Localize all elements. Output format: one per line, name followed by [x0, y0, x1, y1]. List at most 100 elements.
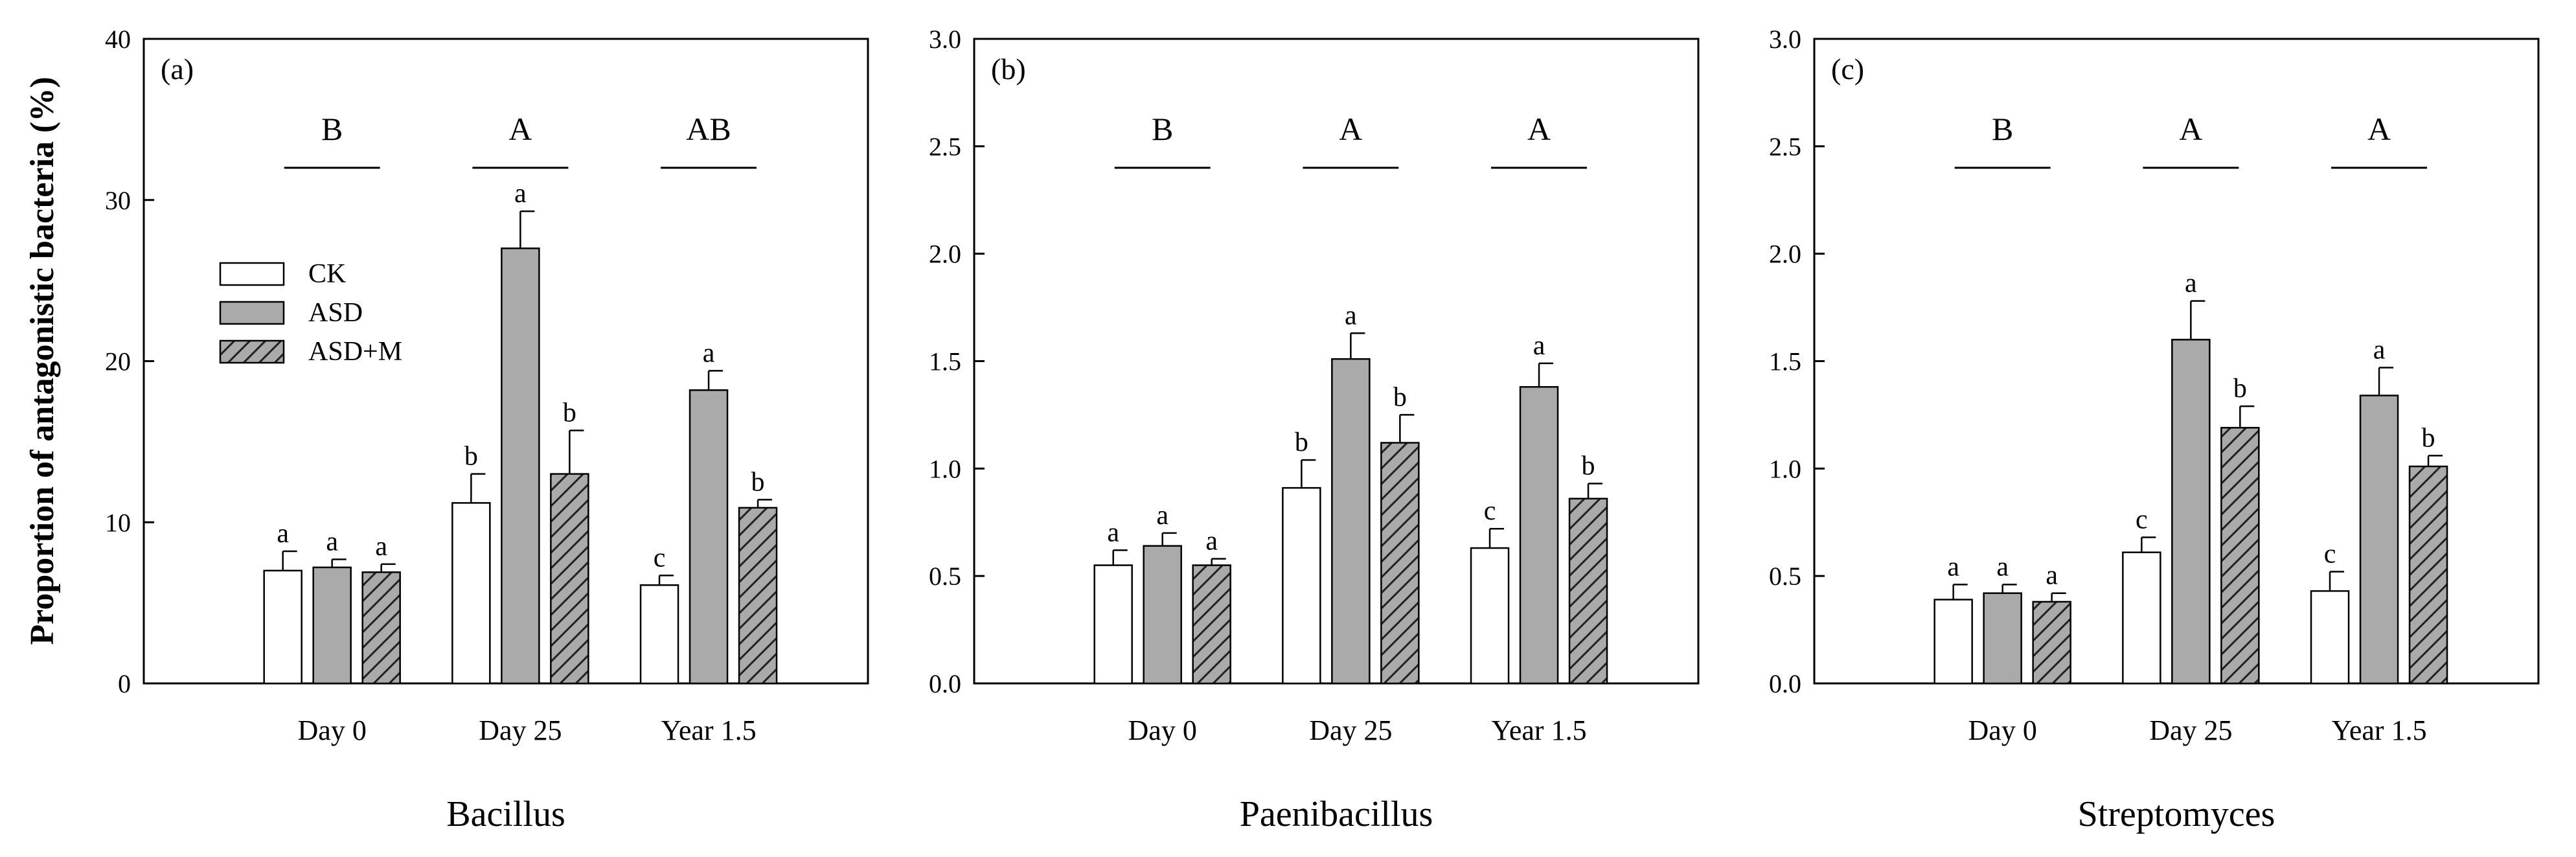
y-tick-label: 0.5: [1769, 562, 1801, 591]
group-letter: A: [2367, 111, 2391, 147]
x-tick-label: Year 1.5: [661, 714, 756, 746]
y-tick-label: 30: [105, 186, 131, 215]
significance-letter: a: [1205, 527, 1218, 556]
x-tick-label: Year 1.5: [2331, 714, 2426, 746]
panel-title: Paenibacillus: [1240, 794, 1433, 834]
significance-letter: a: [1107, 518, 1119, 547]
bar-ck: [1470, 547, 1510, 685]
panel-title: Streptomyces: [2078, 794, 2275, 834]
significance-letter: a: [1156, 501, 1168, 531]
significance-letter: b: [1295, 428, 1308, 457]
y-tick-label: 0.0: [929, 669, 961, 698]
significance-letter: a: [326, 527, 338, 556]
bar-asd: [1519, 386, 1559, 685]
bar-asd: [2359, 394, 2399, 685]
legend-swatch: [219, 262, 285, 286]
legend-label: CK: [308, 259, 346, 289]
bar-ck: [2122, 551, 2161, 685]
bar-ck: [263, 569, 302, 685]
x-tick-label: Day 25: [1309, 714, 1392, 746]
x-tick-label: Day 25: [479, 714, 562, 746]
y-tick-label: 40: [105, 25, 131, 54]
y-tick-label: 1.0: [1769, 454, 1801, 483]
group-letter: AB: [686, 111, 731, 147]
group-letter: A: [508, 111, 532, 147]
significance-letter: b: [2422, 423, 2435, 453]
x-tick-label: Day 0: [1968, 714, 2037, 746]
significance-letter: a: [514, 179, 527, 209]
panel-label: (a): [161, 52, 194, 86]
significance-letter: a: [277, 519, 289, 549]
bar-asd: [1983, 592, 2022, 685]
y-tick-label: 2.0: [1769, 240, 1801, 269]
bar-ck: [451, 502, 491, 685]
bar-asd-m: [550, 473, 589, 685]
group-letter: A: [2179, 111, 2202, 147]
y-tick-label: 3.0: [929, 25, 961, 54]
bar-asd-m: [1380, 442, 1420, 685]
significance-letter: c: [1484, 496, 1496, 526]
significance-letter: a: [1996, 552, 2009, 582]
bar-asd: [2171, 339, 2211, 685]
group-letter: B: [321, 111, 343, 147]
significance-letter: a: [703, 338, 715, 368]
y-tick-label: 1.5: [1769, 347, 1801, 376]
y-tick-label: 0: [118, 669, 131, 698]
panel-title: Bacillus: [446, 794, 565, 834]
x-tick-label: Day 25: [2149, 714, 2232, 746]
legend-label: ASD: [308, 298, 363, 328]
y-tick-label: 2.0: [929, 240, 961, 269]
y-tick-label: 2.5: [929, 132, 961, 161]
significance-letter: b: [2233, 374, 2247, 404]
bar-asd: [1331, 358, 1371, 685]
legend-swatch: [219, 301, 285, 325]
bar-ck: [639, 584, 679, 685]
significance-letter: a: [2185, 269, 2197, 299]
group-letter: B: [1992, 111, 2013, 147]
panel-label: (c): [1831, 52, 1864, 86]
bar-ck: [2310, 590, 2350, 685]
y-tick-label: 0.5: [929, 562, 961, 591]
x-tick-label: Day 0: [298, 714, 367, 746]
significance-letter: b: [1582, 451, 1595, 481]
bar-asd: [312, 566, 352, 685]
bar-ck: [1933, 599, 1973, 685]
x-tick-label: Year 1.5: [1491, 714, 1586, 746]
y-tick-label: 1.5: [929, 347, 961, 376]
significance-letter: c: [2136, 505, 2148, 534]
significance-letter: a: [1345, 301, 1357, 330]
bar-asd: [501, 247, 540, 685]
bar-asd-m: [2032, 600, 2071, 685]
significance-letter: b: [464, 442, 478, 472]
bar-asd: [1143, 545, 1182, 685]
significance-letter: c: [654, 543, 666, 573]
bar-ck: [1282, 486, 1321, 685]
significance-letter: b: [751, 467, 765, 497]
group-letter: B: [1152, 111, 1173, 147]
bar-asd-m: [361, 571, 401, 685]
y-tick-label: 3.0: [1769, 25, 1801, 54]
significance-letter: a: [1947, 552, 1959, 582]
significance-letter: a: [2373, 335, 2386, 365]
bar-asd-m: [738, 507, 778, 685]
significance-letter: a: [2046, 561, 2058, 591]
bar-asd-m: [1192, 564, 1231, 685]
panel-b: 0.0 0.5 1.0 1.5 2.0 2.5 3.0 (b) B Day 0 a a a A Day 25…: [929, 25, 1700, 834]
y-tick-label: 2.5: [1769, 132, 1801, 161]
y-tick-label: 20: [105, 347, 131, 376]
legend: CK ASD ASD+M: [219, 259, 402, 367]
significance-letter: b: [563, 398, 576, 428]
x-tick-label: Day 0: [1128, 714, 1197, 746]
significance-letter: c: [2324, 540, 2336, 569]
panel-a: 0 10 20 30 40 (a) B Day 0 a a a A Day 25 b a b AB Year 1.…: [105, 25, 869, 834]
y-axis-title: Proportion of antagonistic bacteria (%): [24, 76, 61, 645]
bar-asd: [689, 389, 729, 685]
group-letter: A: [1527, 111, 1551, 147]
legend-swatch: [219, 339, 285, 364]
panel-c: 0.0 0.5 1.0 1.5 2.0 2.5 3.0 (c) B Day 0 a a a A Day 25…: [1769, 25, 2540, 834]
y-tick-label: 1.0: [929, 454, 961, 483]
panel-label: (b): [991, 52, 1026, 86]
bar-ck: [1093, 564, 1133, 685]
legend-label: ASD+M: [308, 337, 402, 367]
